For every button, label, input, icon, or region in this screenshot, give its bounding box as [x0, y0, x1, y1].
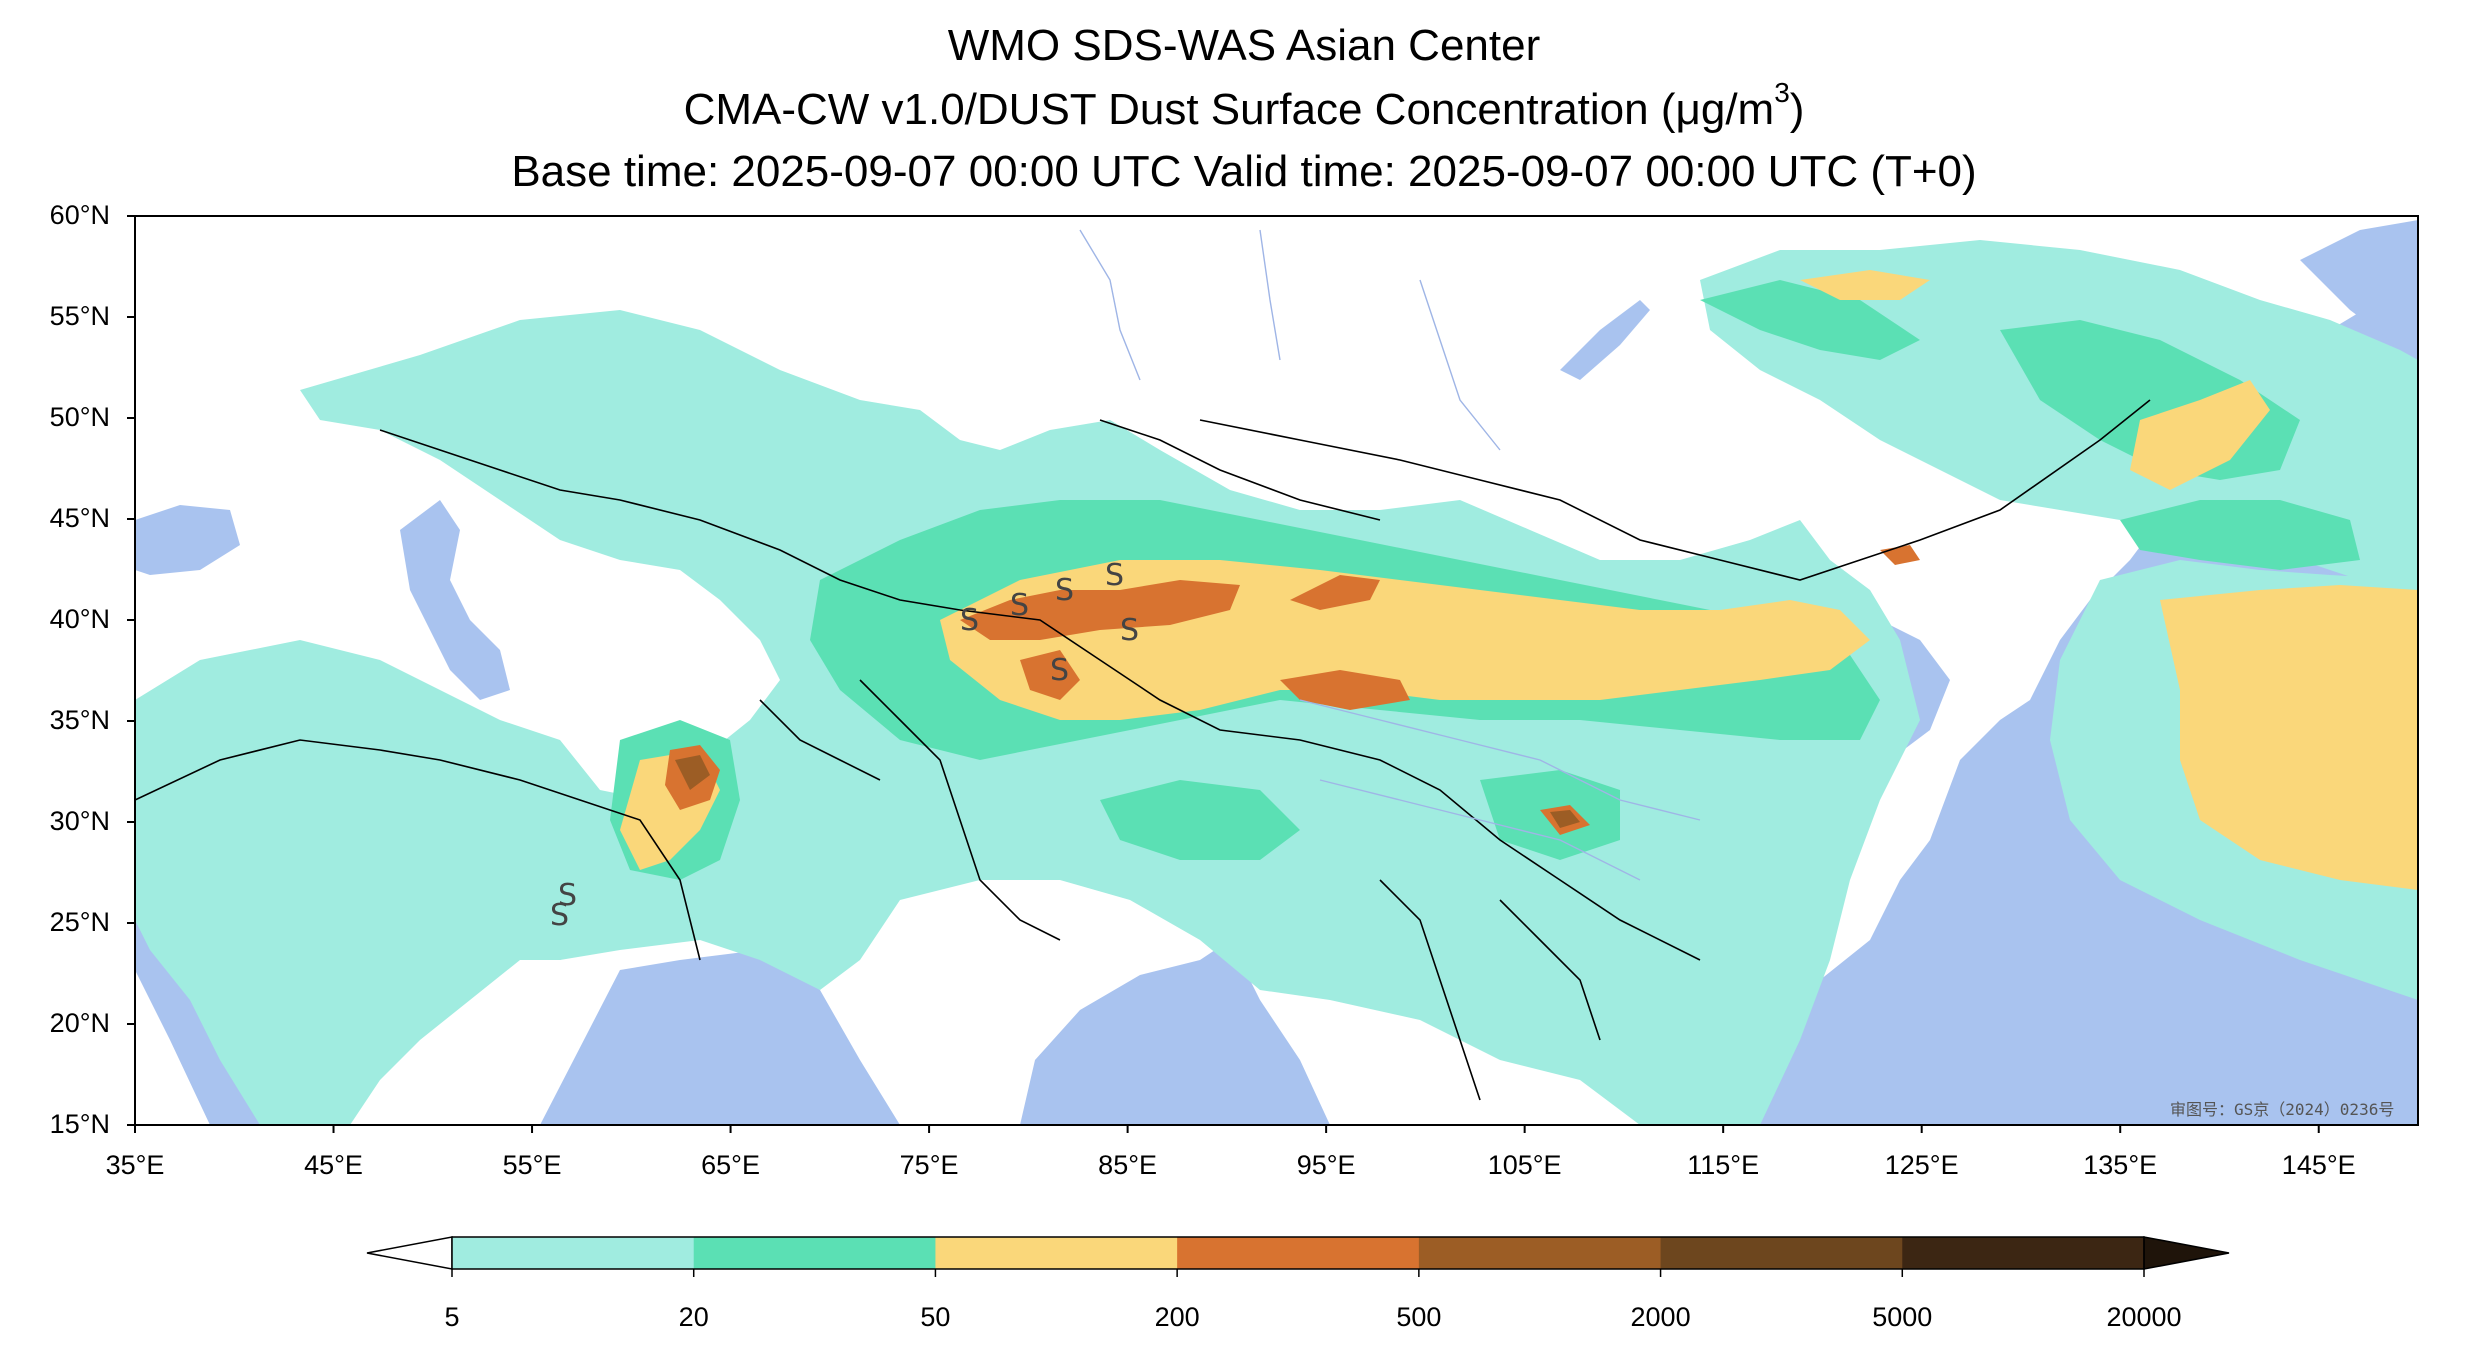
dust-storm-symbol: S	[1105, 558, 1124, 593]
dust-storm-symbol: S	[1120, 613, 1139, 648]
dust-storm-symbol: S	[550, 898, 569, 933]
colorbar-tick-label: 5	[444, 1302, 460, 1332]
colorbar-segment	[1418, 1237, 1662, 1269]
colorbar-under-arrow	[366, 1236, 453, 1270]
time-info: Base time: 2025-09-07 00:00 UTC Valid ti…	[511, 147, 1977, 196]
colorbar	[366, 1236, 2230, 1277]
colorbar-frame	[451, 1236, 2145, 1270]
longitude-tick-label: 45°E	[304, 1150, 363, 1180]
rivers	[1079, 229, 1701, 881]
longitude-tick-label: 85°E	[1098, 1150, 1158, 1180]
longitude-tick-label: 75°E	[899, 1150, 959, 1180]
colorbar-segment	[693, 1237, 936, 1269]
longitude-tick-label: 95°E	[1296, 1150, 1356, 1180]
latitude-tick-label: 35°N	[49, 705, 110, 735]
sea-of-okhotsk	[2300, 220, 2418, 380]
longitude-tick-label: 145°E	[2281, 1150, 2356, 1180]
colorbar-tick-label: 200	[1154, 1302, 1200, 1332]
colorbar-segment	[1902, 1237, 2145, 1269]
latitude-tick-label: 15°N	[49, 1109, 110, 1139]
axis-ticks	[127, 215, 2320, 1133]
latitude-tick-label: 30°N	[49, 806, 110, 836]
latitude-tick-label: 55°N	[49, 301, 110, 331]
map-subtitle: CMA-CW v1.0/DUST Dust Surface Concentrat…	[683, 77, 1805, 135]
colorbar-segment	[1177, 1237, 1420, 1269]
caspian-sea	[400, 500, 510, 700]
colorbar-segment	[1660, 1237, 1903, 1269]
latitude-tick-label: 20°N	[49, 1008, 110, 1038]
longitude-tick-label: 115°E	[1687, 1150, 1760, 1180]
colorbar-tick-label: 500	[1396, 1302, 1442, 1332]
longitude-tick-label: 35°E	[105, 1150, 165, 1180]
colorbar-tick-label: 20	[678, 1302, 709, 1332]
dust-storm-symbol: S	[1050, 653, 1069, 688]
black-sea	[135, 505, 240, 575]
dust-storm-symbol: S	[1010, 588, 1029, 623]
colorbar-segment	[935, 1237, 1178, 1269]
dust-level-200-500	[665, 545, 1920, 835]
longitude-tick-label: 135°E	[2083, 1150, 2158, 1180]
country-borders	[135, 399, 2151, 1101]
dust-storm-symbol: S	[558, 878, 577, 913]
latitude-tick-label: 40°N	[49, 604, 110, 634]
map-frame	[134, 215, 2419, 1126]
longitude-tick-label: 65°E	[701, 1150, 760, 1180]
colorbar-tick-label: 50	[920, 1302, 951, 1332]
latitude-tick-label: 60°N	[49, 200, 110, 230]
arabian-sea	[540, 950, 900, 1125]
colorbar-tick-label: 20000	[2106, 1302, 2182, 1332]
map-title: WMO SDS-WAS Asian Center	[947, 21, 1541, 70]
colorbar-tick-label: 5000	[1872, 1302, 1933, 1332]
latitude-tick-label: 45°N	[49, 503, 110, 533]
map-approval-watermark: 审图号：GS京（2024）0236号	[2170, 1100, 2395, 1119]
dust-storm-symbol: S	[1055, 573, 1074, 608]
latitude-tick-label: 50°N	[49, 402, 110, 432]
dust-level-500-2000	[675, 755, 1580, 828]
lake-baikal	[1560, 300, 1650, 380]
latitude-tick-label: 25°N	[49, 907, 110, 937]
bay-of-bengal	[1020, 940, 1330, 1125]
longitude-tick-label: 125°E	[1884, 1150, 1959, 1180]
longitude-tick-label: 55°E	[502, 1150, 562, 1180]
colorbar-tick-label: 2000	[1630, 1302, 1691, 1332]
colorbar-over-arrow	[2143, 1236, 2230, 1270]
dust-storm-symbol: S	[960, 603, 979, 638]
colorbar-segment	[452, 1237, 695, 1269]
longitude-tick-label: 105°E	[1487, 1150, 1562, 1180]
